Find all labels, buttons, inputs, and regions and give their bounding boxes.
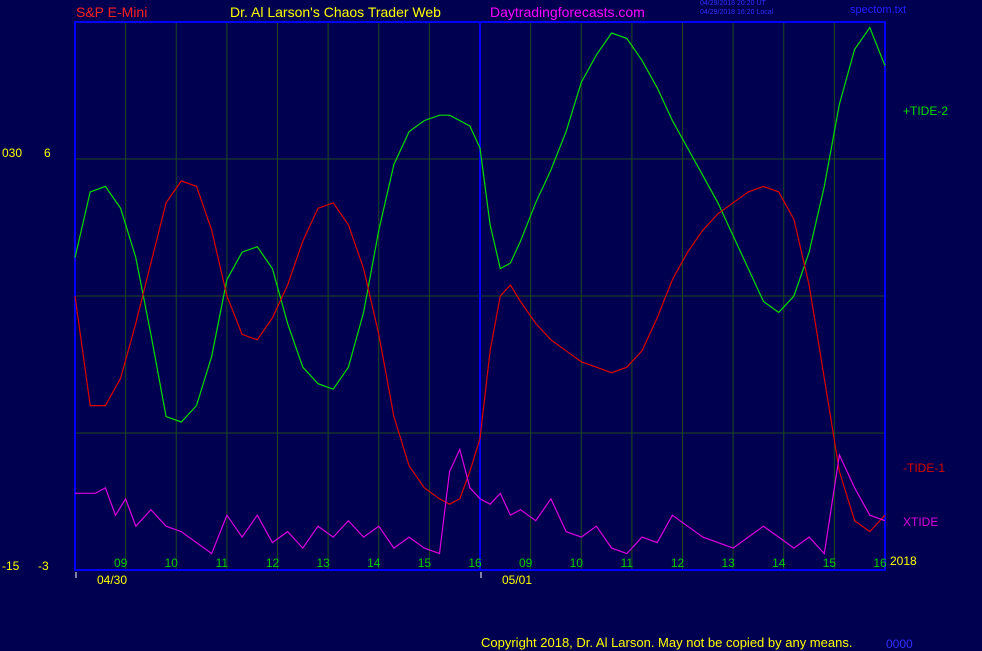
hour-tick-label-12: 13 bbox=[721, 556, 735, 570]
hour-tick-label-11: 12 bbox=[671, 556, 685, 570]
hour-tick-label-14: 15 bbox=[823, 556, 837, 570]
hour-tick-label-8: 09 bbox=[519, 556, 533, 570]
series-line--tide-2 bbox=[74, 26, 886, 423]
hour-tick-label-6: 15 bbox=[418, 556, 432, 570]
timestamp-ut: 04/29/2018 20:20 UT bbox=[700, 0, 766, 7]
instrument-title: S&P E-Mini bbox=[76, 4, 148, 20]
left-axis-bottom-label-1: -15 bbox=[2, 559, 20, 573]
hour-tick-label-15: 16 bbox=[873, 556, 887, 570]
series-line--tide-1 bbox=[74, 180, 886, 533]
hour-tick-label-9: 10 bbox=[570, 556, 584, 570]
legend-xtide: XTIDE bbox=[903, 515, 939, 529]
day-label-1: 05/01 bbox=[502, 573, 532, 587]
publisher-title: Dr. Al Larson's Chaos Trader Web bbox=[230, 4, 441, 20]
series-line-xtide bbox=[75, 447, 886, 555]
corner-code: 0000 bbox=[886, 637, 913, 651]
hour-tick-label-5: 14 bbox=[367, 556, 381, 570]
left-axis-top-label-2: 6 bbox=[44, 146, 51, 160]
hour-tick-label-13: 14 bbox=[772, 556, 786, 570]
legend-tide1: -TIDE-1 bbox=[903, 461, 945, 475]
source-filename: spectom.txt bbox=[850, 4, 907, 16]
day-label-0: 04/30 bbox=[97, 573, 127, 587]
hour-tick-label-3: 12 bbox=[266, 556, 280, 570]
timestamp-local: 04/29/2018 16:20 Local bbox=[700, 9, 774, 16]
hour-tick-label-7: 16 bbox=[468, 556, 482, 570]
hour-tick-label-2: 11 bbox=[216, 556, 229, 570]
year-label: 2018 bbox=[890, 554, 917, 568]
left-axis-bottom-label-2: -3 bbox=[38, 559, 49, 573]
copyright-notice: Copyright 2018, Dr. Al Larson. May not b… bbox=[481, 635, 853, 650]
left-axis-top-label-1: 030 bbox=[2, 146, 23, 160]
hour-tick-label-0: 09 bbox=[114, 556, 128, 570]
hour-tick-label-4: 13 bbox=[316, 556, 330, 570]
legend-tide2: +TIDE-2 bbox=[903, 104, 949, 118]
hour-tick-label-1: 10 bbox=[165, 556, 179, 570]
hour-tick-label-10: 11 bbox=[621, 556, 634, 570]
website-link[interactable]: Daytradingforecasts.com bbox=[490, 4, 645, 20]
